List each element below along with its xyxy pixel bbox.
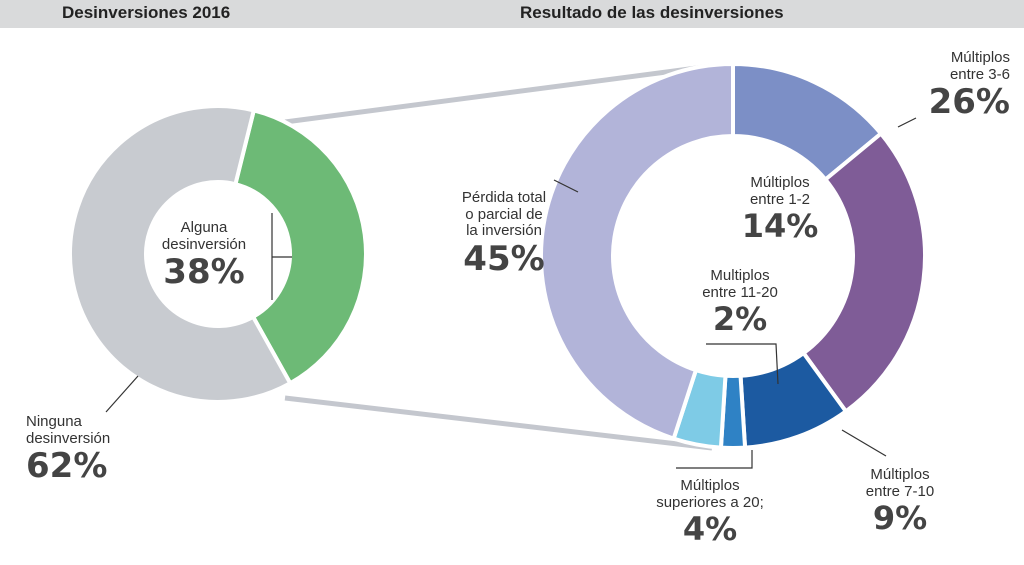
label-ninguna-line2: desinversión xyxy=(26,429,111,447)
label-alguna-line2: desinversión xyxy=(161,235,247,253)
left-chart-title: Desinversiones 2016 xyxy=(62,3,231,22)
label-m11-20-line1: Multiplos xyxy=(710,267,770,284)
label-m11-20-pct: 2% xyxy=(712,300,768,338)
label-perdida-line3: la inversión xyxy=(466,222,542,239)
leader-perdida xyxy=(553,179,579,193)
label-m11-20-line2: entre 11-20 xyxy=(702,283,778,301)
label-m7-10-pct: 9% xyxy=(872,499,928,537)
label-m1-2-line2: entre 1-2 xyxy=(749,190,811,208)
label-superiores-line2: superiores a 20; xyxy=(656,493,764,511)
label-m1-2: Múltiplos entre 1-2 14% xyxy=(728,174,832,245)
label-m3-6-pct: 26% xyxy=(928,82,1010,122)
leader-m7-10 xyxy=(841,429,887,457)
label-superiores-line1: Múltiplos xyxy=(680,477,740,494)
label-perdida: Pérdida total o parcial de la inversión … xyxy=(444,189,564,279)
connector-bottom xyxy=(284,395,713,451)
label-superiores-pct: 4% xyxy=(682,510,738,548)
right-donut xyxy=(539,61,927,450)
label-alguna-pct: 38% xyxy=(163,252,245,292)
leader-superiores xyxy=(676,450,753,469)
label-perdida-line2: o parcial de xyxy=(465,205,543,223)
label-alguna-line1: Alguna xyxy=(180,219,228,236)
label-m3-6-line1: Múltiplos xyxy=(950,49,1010,66)
leader-lines xyxy=(105,117,917,469)
label-m1-2-line1: Múltiplos xyxy=(750,174,810,191)
label-perdida-line1: Pérdida total xyxy=(461,189,547,206)
leader-m11-20 xyxy=(706,343,779,385)
label-ninguna-line1: Ninguna xyxy=(26,413,82,430)
label-superiores: Múltiplos superiores a 20; 4% xyxy=(650,477,770,548)
label-m3-6-line2: entre 3-6 xyxy=(949,65,1010,83)
label-m7-10: Múltiplos entre 7-10 9% xyxy=(852,466,948,537)
slice-alguna-desinversion xyxy=(232,107,368,386)
slice-ninguna-desinversion xyxy=(68,104,293,404)
label-ninguna-pct: 62% xyxy=(26,446,108,486)
label-m7-10-line2: entre 7-10 xyxy=(865,482,935,500)
right-chart-title: Resultado de las desinversiones xyxy=(520,3,784,22)
label-perdida-pct: 45% xyxy=(463,238,545,279)
leader-ninguna xyxy=(105,375,139,413)
label-ninguna: Ninguna desinversión 62% xyxy=(26,413,111,486)
zoom-connectors xyxy=(284,63,713,451)
slice-multiplos-3-6 xyxy=(800,130,927,415)
header-bar: Desinversiones 2016 Resultado de las des… xyxy=(0,0,1024,28)
leader-m3-6 xyxy=(897,117,917,128)
slice-perdida-total xyxy=(539,61,735,442)
label-m11-20: Multiplos entre 11-20 2% xyxy=(688,267,792,338)
label-m7-10-line1: Múltiplos xyxy=(870,466,930,483)
label-m1-2-pct: 14% xyxy=(741,207,819,245)
connector-top xyxy=(284,63,713,125)
label-alguna: Alguna desinversión 38% xyxy=(150,219,258,292)
label-m3-6: Múltiplos entre 3-6 26% xyxy=(910,49,1010,122)
left-donut xyxy=(68,104,368,404)
